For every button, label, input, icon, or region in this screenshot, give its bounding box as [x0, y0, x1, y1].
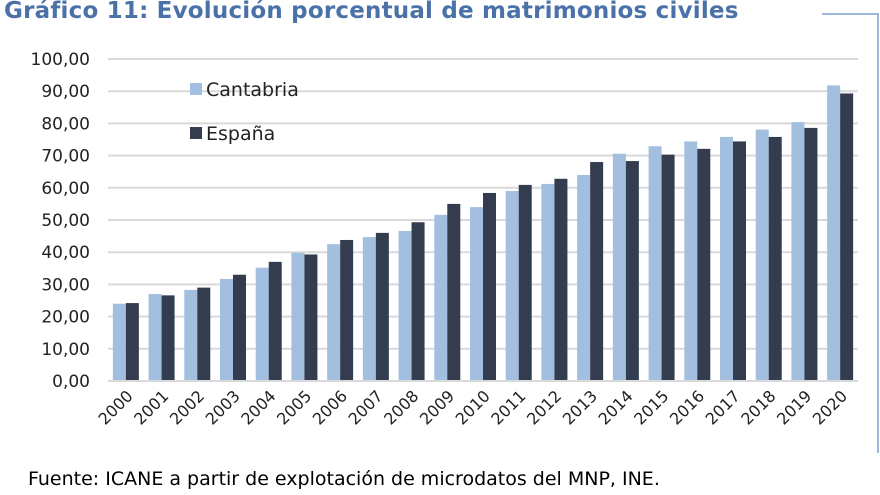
x-tick-label: 2020 [809, 386, 851, 428]
bar-españa-2004 [268, 261, 282, 381]
bar-españa-2005 [304, 254, 318, 381]
bar-cantabria-2007 [362, 237, 376, 381]
bar-españa-2002 [197, 287, 211, 381]
bar-españa-2015 [661, 154, 675, 381]
x-tick-label: 2007 [344, 386, 386, 428]
x-tick-label: 2016 [666, 386, 708, 428]
source-note: Fuente: ICANE a partir de explotación de… [28, 468, 660, 490]
bar-cantabria-2011 [505, 191, 519, 381]
x-tick-label: 2011 [487, 386, 529, 428]
legend-label: España [206, 123, 275, 145]
bar-cantabria-2009 [434, 214, 448, 381]
bar-españa-2012 [554, 178, 568, 381]
bar-cantabria-2015 [648, 146, 662, 381]
x-tick-label: 2018 [737, 386, 779, 428]
bar-cantabria-2020 [827, 85, 841, 382]
y-tick-label: 100,00 [31, 50, 90, 70]
legend-swatch-españa [190, 127, 202, 139]
y-tick-label: 0,00 [52, 372, 90, 392]
bar-españa-2014 [625, 161, 639, 381]
bar-cantabria-2004 [255, 267, 269, 381]
x-tick-label: 2019 [773, 386, 815, 428]
y-tick-label: 70,00 [41, 147, 90, 167]
bar-españa-2011 [518, 184, 532, 381]
x-tick-label: 2000 [94, 386, 136, 428]
x-tick-label: 2010 [452, 386, 494, 428]
bar-españa-2006 [340, 239, 354, 381]
bar-cantabria-2013 [577, 174, 591, 381]
bar-españa-2016 [697, 148, 711, 381]
y-tick-label: 40,00 [41, 243, 90, 263]
x-tick-label: 2012 [523, 386, 565, 428]
bar-españa-2001 [161, 295, 175, 381]
bar-cantabria-2006 [327, 244, 341, 381]
x-tick-label: 2006 [309, 386, 351, 428]
bar-españa-2003 [233, 274, 246, 381]
bar-cantabria-2005 [291, 252, 305, 381]
x-tick-label: 2013 [559, 386, 601, 428]
bar-cantabria-2018 [755, 129, 769, 381]
frame-line-top [822, 13, 878, 15]
bar-cantabria-2010 [470, 207, 483, 381]
bar-españa-2010 [483, 192, 496, 381]
bar-españa-2013 [590, 162, 604, 381]
x-tick-label: 2001 [130, 386, 172, 428]
bar-cantabria-2017 [720, 136, 733, 381]
bar-españa-2017 [733, 141, 746, 381]
y-tick-label: 80,00 [41, 114, 90, 134]
bar-cantabria-2000 [112, 303, 126, 381]
bar-españa-2019 [804, 127, 818, 382]
y-tick-label: 50,00 [41, 211, 90, 231]
y-tick-label: 30,00 [41, 275, 90, 295]
bar-cantabria-2001 [148, 294, 162, 381]
bar-españa-2008 [411, 222, 425, 381]
x-tick-label: 2017 [702, 386, 744, 428]
x-tick-label: 2003 [202, 386, 244, 428]
bar-españa-2018 [768, 136, 782, 381]
y-tick-label: 90,00 [41, 82, 90, 102]
bar-cantabria-2016 [684, 141, 698, 381]
x-tick-label: 2005 [273, 386, 315, 428]
bar-cantabria-2003 [220, 278, 233, 381]
y-tick-label: 10,00 [41, 340, 90, 360]
bar-cantabria-2014 [612, 153, 626, 381]
y-tick-label: 60,00 [41, 179, 90, 199]
bar-españa-2007 [375, 232, 389, 381]
chart-title: Gráfico 11: Evolución porcentual de matr… [4, 0, 739, 24]
legend-label: Cantabria [206, 79, 299, 101]
bar-cantabria-2008 [398, 230, 412, 381]
y-tick-label: 20,00 [41, 308, 90, 328]
x-tick-label: 2015 [630, 386, 672, 428]
x-tick-label: 2014 [594, 386, 636, 428]
bar-españa-2020 [840, 93, 854, 381]
bar-cantabria-2019 [791, 122, 805, 381]
x-tick-label: 2008 [380, 386, 422, 428]
legend-swatch-cantabria [190, 83, 202, 95]
bar-españa-2000 [125, 303, 139, 381]
bar-españa-2009 [447, 203, 461, 381]
bar-cantabria-2012 [541, 183, 555, 381]
bar-cantabria-2002 [184, 289, 198, 381]
x-tick-label: 2004 [237, 386, 279, 428]
x-tick-label: 2009 [416, 386, 458, 428]
frame-line-right [877, 13, 879, 453]
x-tick-label: 2002 [166, 386, 208, 428]
